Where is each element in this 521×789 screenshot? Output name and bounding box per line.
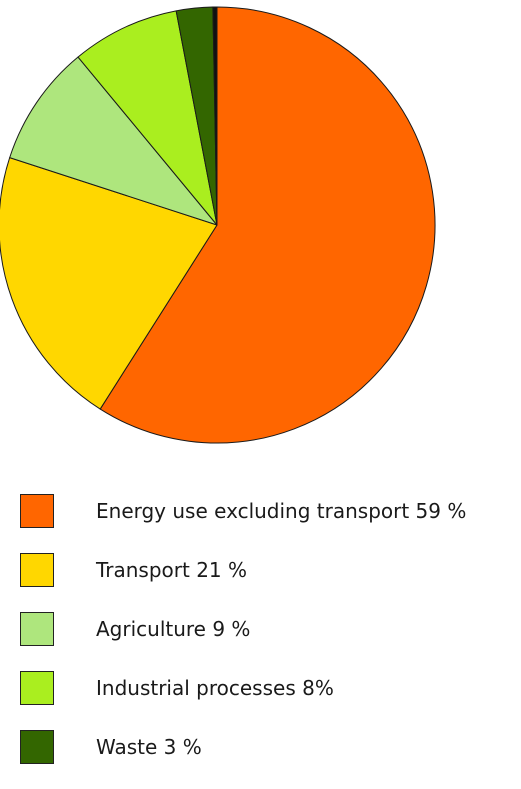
legend-label-transport: Transport 21 % <box>96 558 248 582</box>
pie-slice-industrial <box>77 10 218 226</box>
pie-slice-energy <box>99 6 436 444</box>
legend-swatch-industrial <box>20 671 54 705</box>
pie-slice-transport <box>0 157 218 410</box>
legend-swatch-waste <box>20 730 54 764</box>
pie-slice-agriculture <box>9 56 218 226</box>
legend-swatch-energy <box>20 494 54 528</box>
legend-label-energy: Energy use excluding transport 59 % <box>96 499 467 523</box>
legend-label-industrial: Industrial processes 8% <box>96 676 334 700</box>
legend-swatch-transport <box>20 553 54 587</box>
legend-label-agriculture: Agriculture 9 % <box>96 617 251 641</box>
legend-swatch-agriculture <box>20 612 54 646</box>
legend-label-waste: Waste 3 % <box>96 735 202 759</box>
pie-chart <box>0 6 436 444</box>
pie-slice-other <box>212 6 218 226</box>
